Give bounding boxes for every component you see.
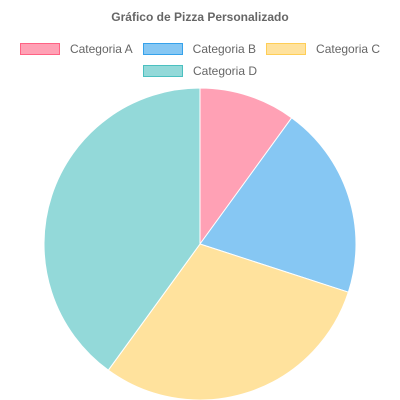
legend: Categoria A Categoria B Categoria C [0,42,400,56]
legend-label-c: Categoria C [316,42,381,56]
legend-item-b[interactable]: Categoria B [142,42,257,56]
legend-item-d[interactable]: Categoria D [142,64,258,78]
legend-swatch-c [266,43,307,55]
legend-swatch-d [142,65,183,77]
legend-item-c[interactable]: Categoria C [266,42,380,56]
pie-slice-b[interactable] [199,117,357,293]
pie-slice-c[interactable] [107,243,349,400]
legend-label-d: Categoria D [192,64,258,78]
legend-item-a[interactable]: Categoria A [19,42,133,56]
pie-slice-a[interactable] [199,87,293,246]
legend-swatch-b [142,43,183,55]
legend-label-b: Categoria B [192,42,257,56]
pie-slice-d[interactable] [43,87,201,371]
legend-row-2: Categoria D [0,64,400,78]
chart-title: Gráfico de Pizza Personalizado [111,10,289,24]
legend-swatch-a [19,43,60,55]
legend-label-a: Categoria A [69,42,133,56]
